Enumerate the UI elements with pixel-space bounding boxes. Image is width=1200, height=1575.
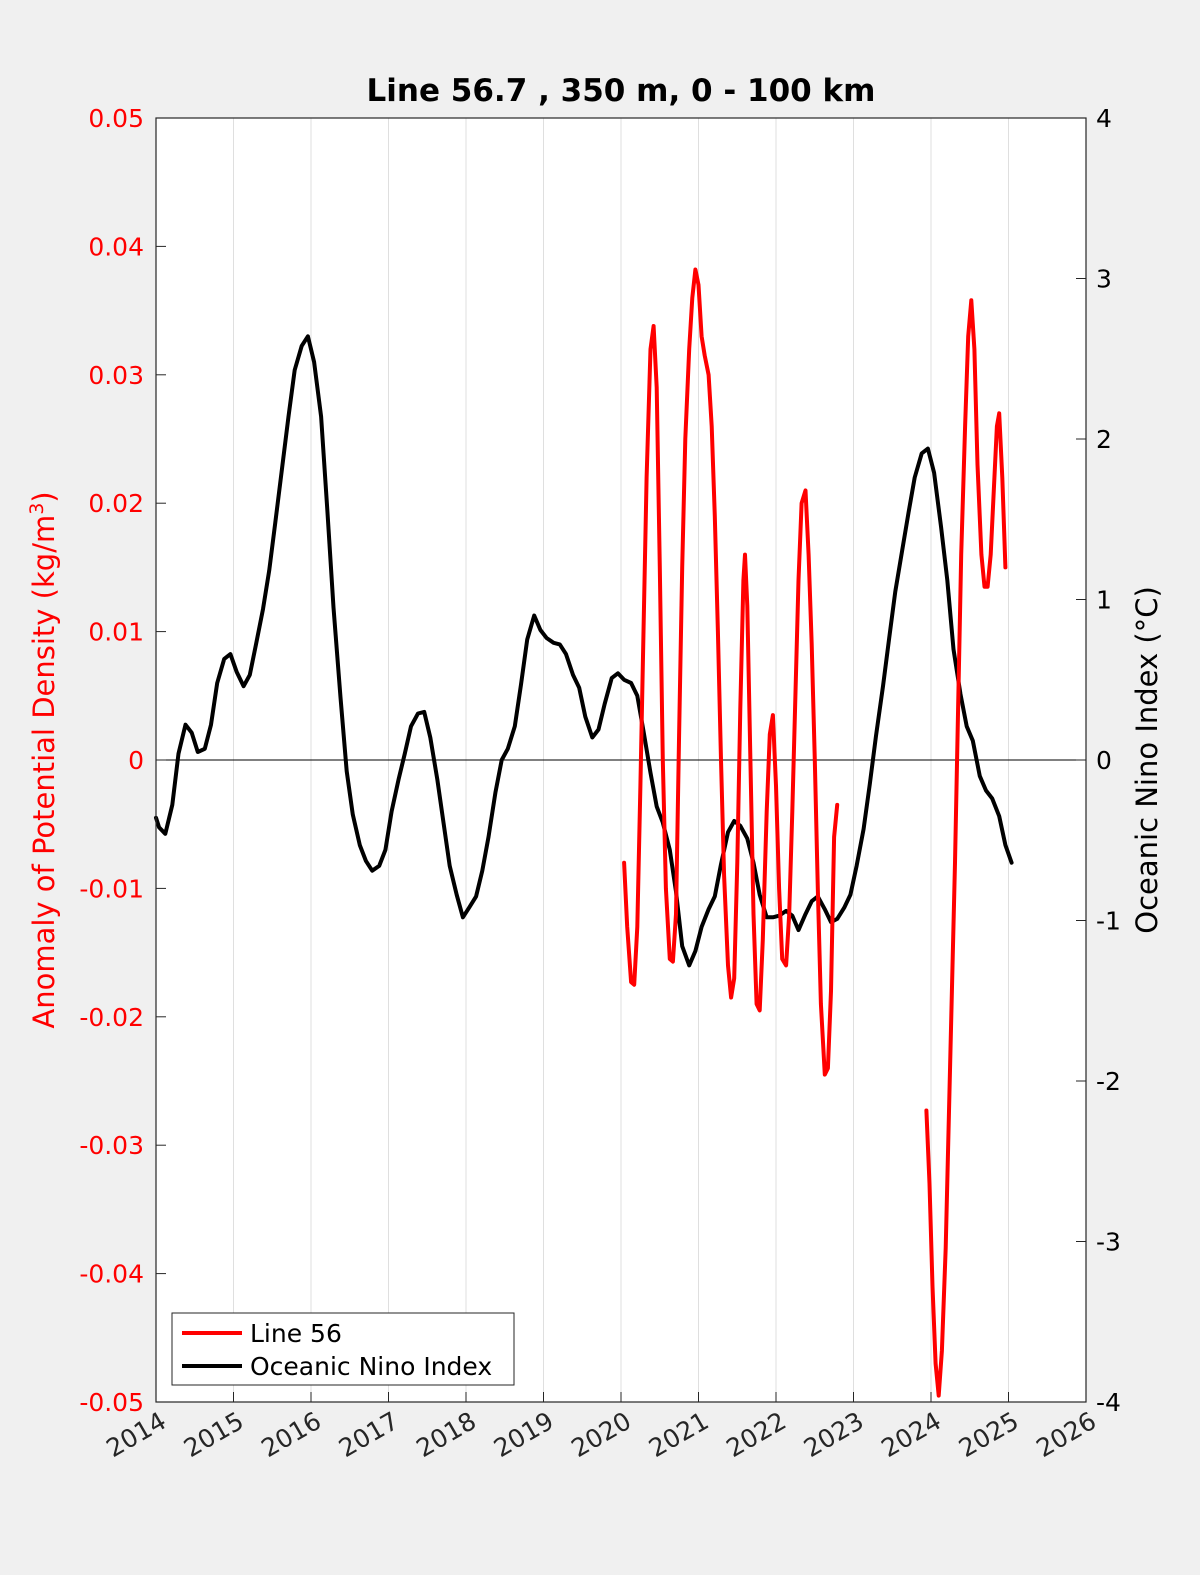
series-line-line56-segment-1 [622, 267, 840, 1077]
legend-label-line56: Line 56 [250, 1319, 342, 1348]
x-tick-label: 2016 [256, 1406, 326, 1463]
y-tick-label-left: -0.02 [79, 1003, 144, 1032]
y-tick-label-left: 0.01 [88, 618, 144, 647]
y-tick-label-right: -4 [1096, 1388, 1121, 1417]
x-tick-label: 2015 [179, 1406, 249, 1463]
y-tick-label-left: 0.04 [88, 232, 144, 261]
chart-title: Line 56.7 , 350 m, 0 - 100 km [367, 73, 876, 109]
x-tick-label: 2025 [954, 1406, 1024, 1463]
y-tick-label-right: -2 [1096, 1067, 1121, 1096]
y-tick-label-right: -3 [1096, 1228, 1121, 1257]
x-tick-label: 2026 [1031, 1406, 1101, 1463]
x-tick-label: 2017 [334, 1406, 404, 1463]
y-tick-label-right: 0 [1096, 746, 1112, 775]
series-line-line56-segment-2 [924, 298, 1008, 1398]
x-tick-label: 2021 [644, 1406, 714, 1463]
y-tick-label-left: -0.05 [79, 1388, 144, 1417]
legend-label-oni: Oceanic Nino Index [250, 1352, 492, 1381]
y-axis-label-left-text: Anomaly of Potential Density (kg/m [27, 515, 61, 1029]
x-tick-label: 2018 [411, 1406, 481, 1463]
y-tick-label-right: 3 [1096, 265, 1112, 294]
x-tick-label: 2019 [489, 1406, 559, 1463]
series-layer [154, 267, 1014, 1398]
y-tick-label-right: -1 [1096, 907, 1121, 936]
x-tick-label: 2024 [876, 1406, 946, 1463]
y-axis-label-left-suffix: ) [27, 491, 61, 502]
series-line-oceanic-nino-index [154, 334, 1014, 968]
y-tick-label-left: 0.02 [88, 489, 144, 518]
y-axis-label-right: Oceanic Nino Index (°C) [1130, 586, 1164, 934]
y-axis-label-left-sup: 3 [26, 503, 48, 515]
y-tick-label-left: 0.03 [88, 361, 144, 390]
y-tick-label-left: -0.04 [79, 1260, 144, 1289]
y-tick-label-right: 1 [1096, 586, 1112, 615]
y-axis-label-left: Anomaly of Potential Density (kg/m3) [26, 491, 61, 1028]
ticks-layer: 2 0 1 4 2015 2016 2017 2018 2019 2020 2021 2022 2023… [79, 104, 1121, 1463]
x-tick-label: 2020 [566, 1406, 636, 1463]
legend: Line 56 Oceanic Nino Index [171, 1312, 515, 1386]
y-tick-label-left: 0 [128, 746, 144, 775]
y-tick-label-right: 4 [1096, 104, 1112, 133]
y-tick-label-right: 2 [1096, 425, 1112, 454]
x-tick-label: 2022 [721, 1406, 791, 1463]
y-tick-label-left: 0.05 [88, 104, 144, 133]
y-tick-label-left: -0.01 [79, 874, 144, 903]
legend-box [171, 1312, 515, 1386]
x-tick-label: 2023 [799, 1406, 869, 1463]
y-tick-label-left: -0.03 [79, 1131, 144, 1160]
